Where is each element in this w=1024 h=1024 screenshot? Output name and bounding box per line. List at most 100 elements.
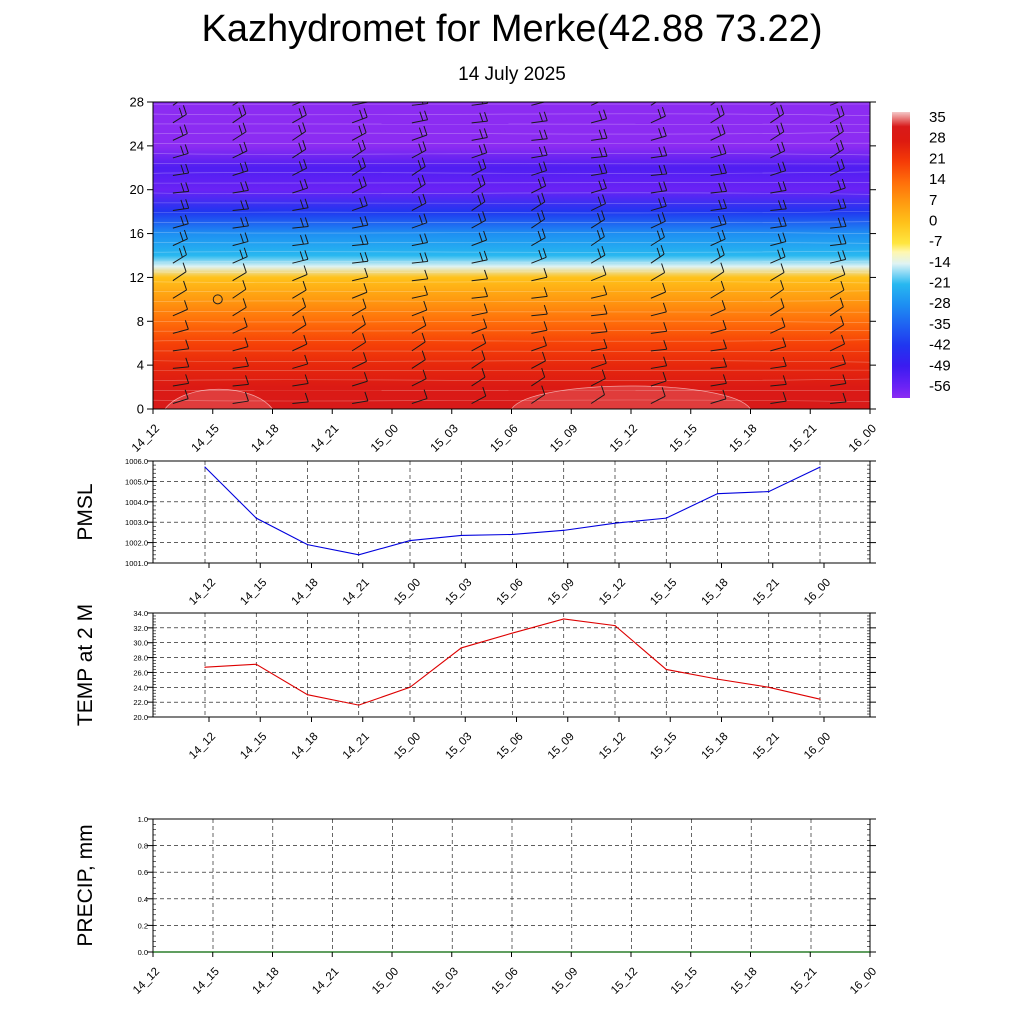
- wind-barb-flag: [603, 285, 608, 295]
- x-tick-label: 15_12: [609, 966, 640, 997]
- wind-barb-shaft: [531, 376, 545, 387]
- wind-barb-flag: [244, 391, 249, 402]
- wind-barb-flag: [242, 104, 247, 114]
- wind-barb-flag: [304, 392, 309, 403]
- x-tick-label: 14_18: [290, 577, 321, 608]
- y-tick-label: 20.0: [133, 713, 148, 722]
- wind-barb-flag: [179, 231, 184, 242]
- y-tick-label: 12: [130, 270, 144, 285]
- wind-barb-flag: [417, 160, 422, 170]
- wind-barb-shaft: [292, 383, 309, 387]
- wind-barb-flag: [660, 244, 665, 255]
- wind-barb-flag: [303, 265, 308, 275]
- wind-barb-shaft: [590, 394, 605, 404]
- y-tick-label: 0.2: [138, 921, 148, 930]
- wind-barb-flag: [537, 230, 542, 241]
- chart-title: Kazhydromet for Merke(42.88 73.22): [201, 8, 823, 50]
- wind-barb-flag: [720, 245, 725, 255]
- wind-barb-shaft: [172, 190, 189, 194]
- wind-barb-flag: [359, 109, 364, 120]
- wind-barb-flag: [658, 198, 663, 208]
- wind-barb-shaft: [770, 131, 785, 141]
- y-tick-label: 22.0: [133, 698, 148, 707]
- wind-barb-shaft: [172, 254, 187, 264]
- wind-barb-shaft: [531, 329, 548, 334]
- wind-barb-flag: [603, 304, 608, 314]
- wind-barb-flag: [662, 282, 667, 293]
- wind-barb-flag: [722, 320, 727, 330]
- wind-barb-flag: [483, 128, 488, 138]
- wind-barb-shaft: [471, 239, 487, 247]
- calm-wind-marker: [212, 294, 223, 305]
- wind-barb-flag: [603, 147, 608, 157]
- wind-barb-flag: [481, 192, 486, 202]
- wind-barb-shaft: [710, 223, 727, 229]
- wind-barb-shaft: [411, 260, 428, 264]
- colorbar-label: -7: [929, 233, 942, 250]
- wind-barb-flag: [841, 265, 846, 275]
- wind-barb-flag: [363, 196, 368, 206]
- wind-barb-shaft: [411, 309, 427, 317]
- wind-barb-shaft: [890, 401, 906, 404]
- wind-barb-shaft: [531, 345, 547, 352]
- data-point: [665, 668, 667, 671]
- wind-barb-shaft: [352, 276, 368, 282]
- wind-barb-flag: [362, 157, 366, 167]
- wind-barb-flag: [363, 372, 368, 382]
- wind-barb-flag: [840, 315, 845, 325]
- wind-barb-flag: [780, 122, 785, 132]
- data-point: [716, 493, 719, 495]
- wind-barb-flag: [303, 334, 308, 345]
- y-tick-label: 1006.0: [125, 457, 148, 466]
- wind-barb-flag: [418, 143, 423, 153]
- colorbar-label: 14: [929, 171, 946, 188]
- wind-barb-shaft: [770, 102, 778, 106]
- contour-line: [153, 231, 870, 234]
- wind-barb-shaft: [829, 114, 845, 124]
- wind-barb-flag: [240, 200, 245, 210]
- wind-barb-flag: [840, 140, 844, 150]
- wind-barb-flag: [780, 298, 785, 308]
- wind-barb-shaft: [232, 113, 247, 124]
- wind-barb-flag: [183, 280, 188, 291]
- wind-barb-flag: [424, 233, 429, 243]
- wind-barb-flag: [304, 217, 309, 227]
- wind-barb-shaft: [292, 243, 309, 247]
- wind-barb-flag: [180, 182, 185, 193]
- wind-barb-flag: [477, 195, 482, 205]
- wind-barb-shaft: [710, 308, 726, 317]
- wind-barb-shaft: [590, 362, 607, 369]
- colorbar-bar: [892, 112, 910, 398]
- x-tick-label: 15_18: [700, 731, 731, 762]
- wind-barb-shaft: [411, 294, 428, 299]
- data-point: [204, 466, 206, 468]
- wind-barb-flag: [477, 213, 482, 223]
- wind-barb-flag: [303, 159, 308, 169]
- x-tick-label: 14_18: [251, 966, 282, 997]
- wind-barb-flag: [541, 385, 546, 395]
- wind-barb-shaft: [770, 365, 787, 369]
- wind-barb-shaft: [591, 172, 607, 176]
- x-tick-label: 14_12: [187, 577, 218, 608]
- contour-line: [153, 153, 870, 156]
- wind-barb-flag: [364, 267, 369, 278]
- wind-barb-flag: [722, 163, 727, 174]
- wind-barb-shaft: [471, 201, 486, 211]
- y-tick-label: 1004.0: [125, 498, 148, 507]
- y-tick-label: 30.0: [133, 639, 148, 648]
- y-tick-label: 1005.0: [125, 477, 148, 486]
- wind-barb-shaft: [411, 149, 427, 159]
- wind-barb-shaft: [650, 115, 666, 124]
- wind-barb-shaft: [411, 183, 426, 194]
- wind-barb-shaft: [471, 259, 488, 264]
- wind-barb-flag: [660, 227, 665, 238]
- wind-barb-flag: [716, 248, 721, 258]
- wind-barb-flag: [483, 303, 488, 313]
- wind-barb-flag: [542, 248, 547, 258]
- wind-barb-flag: [601, 210, 606, 220]
- wind-barb-flag: [842, 234, 847, 244]
- wind-barb-shaft: [531, 120, 548, 124]
- data-point: [358, 704, 360, 706]
- wind-barb-shaft: [232, 346, 249, 352]
- wind-barb-flag: [723, 182, 728, 192]
